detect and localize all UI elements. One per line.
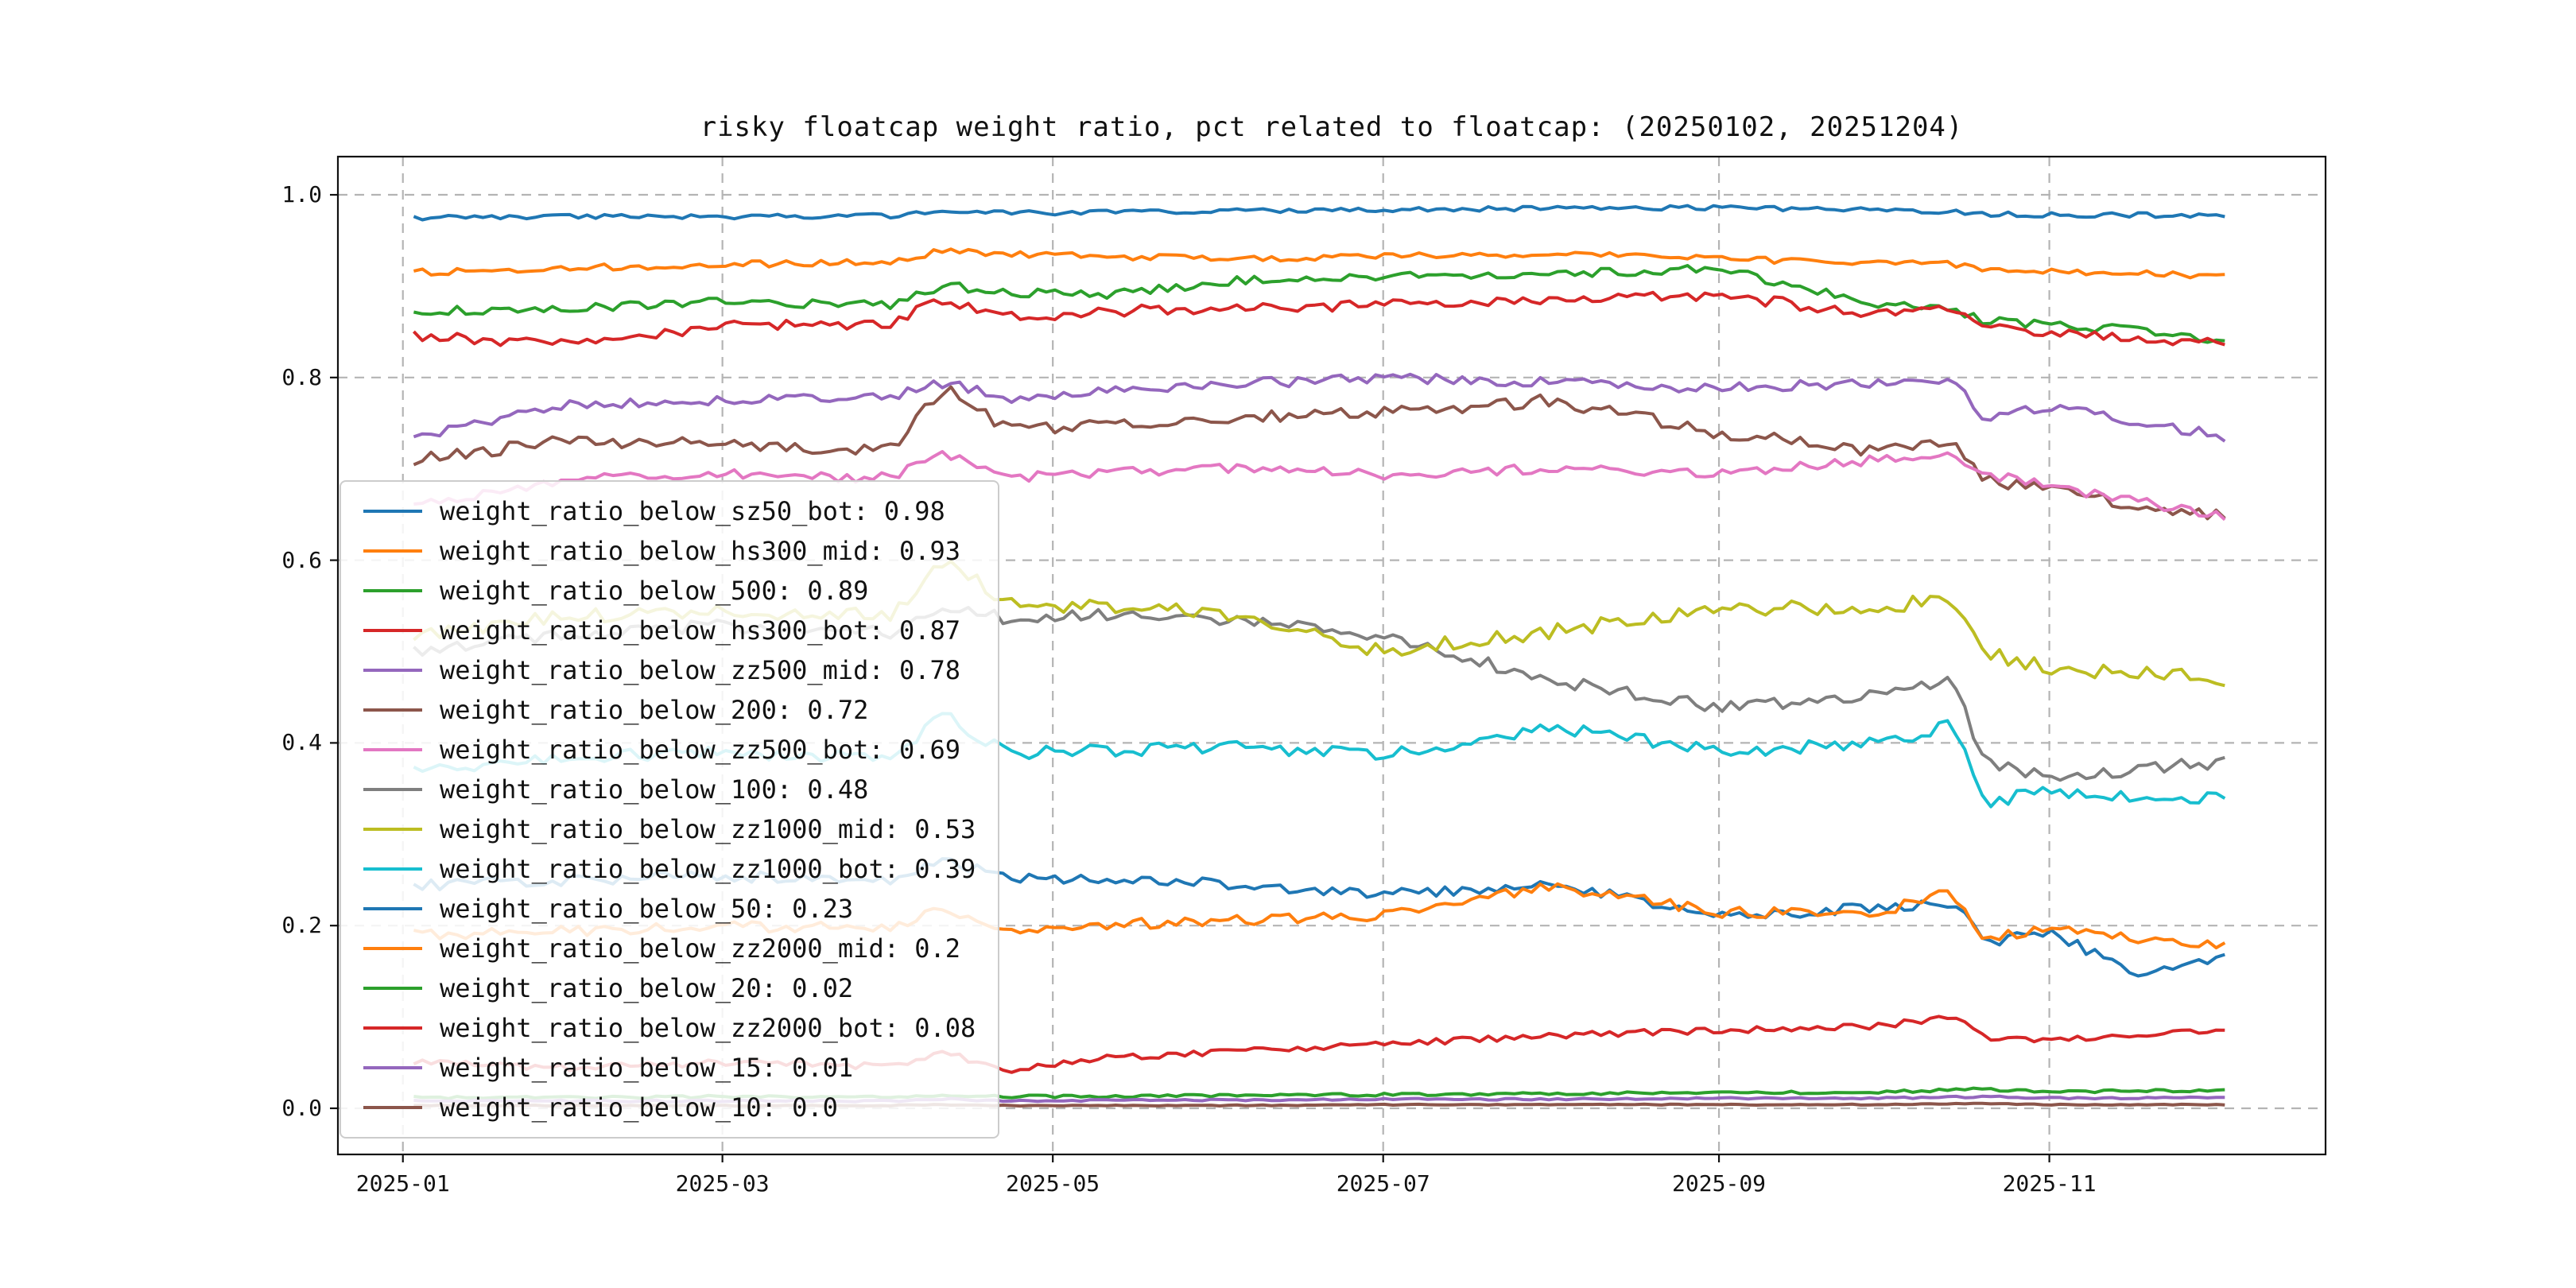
x-tick-label: 2025-03	[675, 1170, 770, 1197]
legend-item: weight_ratio_below_hs300_bot: 0.87	[363, 611, 976, 650]
legend-item: weight_ratio_below_zz1000_mid: 0.53	[363, 809, 976, 849]
legend-item: weight_ratio_below_10: 0.0	[363, 1088, 976, 1127]
legend-line-swatch	[363, 788, 422, 791]
chart-title: risky floatcap weight ratio, pct related…	[700, 111, 1964, 143]
legend: weight_ratio_below_sz50_bot: 0.98 weight_…	[339, 480, 1000, 1139]
series-line-weight_ratio_below_zz500_mid	[413, 372, 2226, 443]
series-line-weight_ratio_below_hs300_bot	[412, 290, 2225, 347]
legend-item: weight_ratio_below_100: 0.48	[363, 770, 976, 809]
legend-item: weight_ratio_below_zz2000_bot: 0.08	[363, 1008, 976, 1048]
legend-label: weight_ratio_below_200: 0.72	[440, 695, 869, 725]
legend-label: weight_ratio_below_zz1000_mid: 0.53	[440, 814, 976, 844]
legend-label: weight_ratio_below_zz1000_bot: 0.39	[440, 854, 976, 884]
x-tick-label: 2025-05	[1006, 1170, 1100, 1197]
legend-label: weight_ratio_below_50: 0.23	[440, 894, 854, 924]
legend-label: weight_ratio_below_zz500_bot: 0.69	[440, 735, 961, 765]
legend-line-swatch	[363, 1026, 422, 1030]
series-line-weight_ratio_below_zz500_bot	[413, 450, 2226, 522]
legend-label: weight_ratio_below_sz50_bot: 0.98	[440, 496, 945, 526]
legend-item: weight_ratio_below_200: 0.72	[363, 690, 976, 730]
x-tick-label: 2025-01	[355, 1170, 450, 1197]
legend-line-swatch	[363, 867, 422, 871]
legend-item: weight_ratio_below_zz500_mid: 0.78	[363, 650, 976, 690]
legend-label: weight_ratio_below_zz500_mid: 0.78	[440, 655, 961, 685]
legend-item: weight_ratio_below_50: 0.23	[363, 889, 976, 929]
legend-line-swatch	[363, 1066, 422, 1069]
legend-label: weight_ratio_below_100: 0.48	[440, 774, 869, 805]
legend-label: weight_ratio_below_hs300_mid: 0.93	[440, 536, 961, 566]
legend-line-swatch	[363, 748, 422, 751]
legend-line-swatch	[363, 947, 422, 950]
series-line-weight_ratio_below_200	[413, 385, 2226, 521]
legend-line-swatch	[363, 510, 422, 513]
legend-item: weight_ratio_below_sz50_bot: 0.98	[363, 491, 976, 531]
legend-item: weight_ratio_below_15: 0.01	[363, 1048, 976, 1088]
series-line-weight_ratio_below_hs300_mid	[413, 247, 2225, 280]
legend-label: weight_ratio_below_500: 0.89	[440, 576, 869, 606]
legend-item: weight_ratio_below_hs300_mid: 0.93	[363, 531, 976, 571]
y-tick-label: 0.6	[281, 546, 322, 573]
legend-line-swatch	[363, 907, 422, 910]
legend-line-swatch	[363, 708, 422, 712]
legend-item: weight_ratio_below_20: 0.02	[363, 968, 976, 1008]
y-tick-label: 0.8	[281, 363, 322, 390]
legend-line-swatch	[363, 549, 422, 553]
y-tick-label: 0.2	[281, 912, 322, 939]
legend-line-swatch	[363, 987, 422, 990]
legend-item: weight_ratio_below_500: 0.89	[363, 571, 976, 611]
legend-label: weight_ratio_below_zz2000_bot: 0.08	[440, 1013, 976, 1043]
legend-item: weight_ratio_below_zz500_bot: 0.69	[363, 730, 976, 770]
legend-label: weight_ratio_below_10: 0.0	[440, 1092, 838, 1123]
x-tick-label: 2025-07	[1336, 1170, 1430, 1197]
legend-line-swatch	[363, 828, 422, 831]
y-tick-label: 0.4	[281, 729, 322, 756]
x-tick-label: 2025-11	[2002, 1170, 2097, 1197]
legend-line-swatch	[363, 669, 422, 672]
series-line-weight_ratio_below_sz50_bot	[413, 204, 2225, 222]
legend-line-swatch	[363, 1106, 422, 1109]
y-tick-label: 0.0	[281, 1094, 322, 1121]
legend-label: weight_ratio_below_20: 0.02	[440, 973, 854, 1003]
legend-line-swatch	[363, 629, 422, 632]
legend-item: weight_ratio_below_zz1000_bot: 0.39	[363, 849, 976, 889]
legend-label: weight_ratio_below_hs300_bot: 0.87	[440, 615, 961, 646]
legend-line-swatch	[363, 589, 422, 592]
legend-item: weight_ratio_below_zz2000_mid: 0.2	[363, 929, 976, 968]
x-tick-label: 2025-09	[1672, 1170, 1767, 1197]
legend-label: weight_ratio_below_zz2000_mid: 0.2	[440, 933, 961, 964]
y-tick-label: 1.0	[281, 181, 322, 208]
legend-label: weight_ratio_below_15: 0.01	[440, 1053, 854, 1083]
